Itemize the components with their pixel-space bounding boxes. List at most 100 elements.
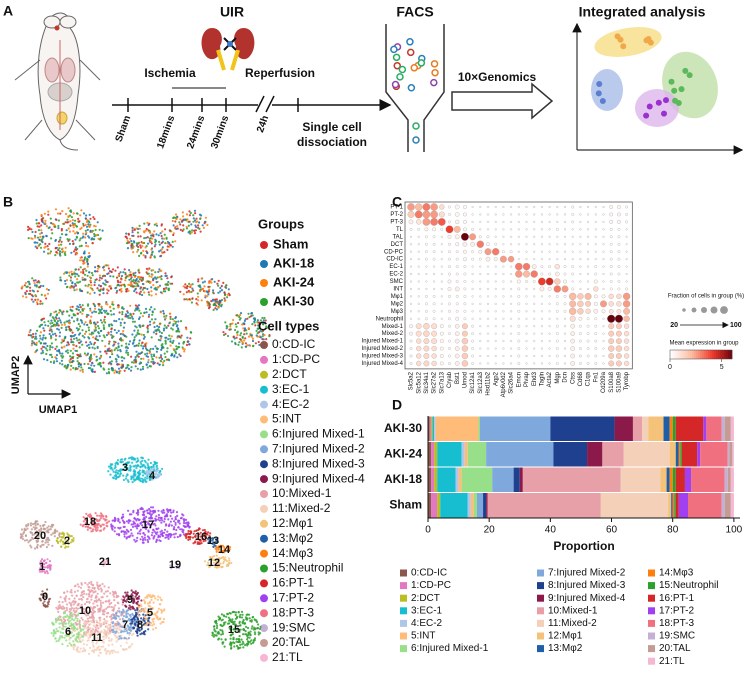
umap-point <box>153 230 155 232</box>
panel-label: D <box>392 397 402 413</box>
umap-point <box>73 313 75 315</box>
umap-point <box>142 283 144 285</box>
umap-point <box>72 332 74 334</box>
umap-point <box>35 336 37 338</box>
umap-point <box>125 613 127 615</box>
umap-point <box>143 291 145 293</box>
umap-point <box>61 363 63 365</box>
umap-point <box>46 359 48 361</box>
umap-point <box>80 319 82 321</box>
umap-point <box>124 279 126 281</box>
umap-point <box>127 247 129 249</box>
dot <box>533 236 535 238</box>
umap-point <box>89 214 91 216</box>
umap-point <box>152 510 154 512</box>
umap-point <box>123 615 125 617</box>
umap-point <box>132 457 134 459</box>
umap-point <box>249 345 251 347</box>
dot <box>503 228 505 230</box>
umap-point <box>65 595 67 597</box>
umap-point <box>259 628 261 630</box>
kidney-icon <box>202 28 255 70</box>
umap-point <box>41 239 43 241</box>
umap-point <box>142 633 144 635</box>
dot <box>418 266 420 268</box>
umap-point <box>126 316 128 318</box>
umap-point <box>111 644 113 646</box>
dot <box>485 248 492 255</box>
umap-point <box>74 220 76 222</box>
umap-point <box>60 279 62 281</box>
umap-point <box>145 474 147 476</box>
dot <box>455 212 459 216</box>
umap-point <box>67 364 69 366</box>
umap-point <box>69 608 71 610</box>
umap-point <box>69 306 71 308</box>
umap-point <box>130 616 132 618</box>
umap-point <box>113 341 115 343</box>
umap-point <box>82 619 84 621</box>
legend-label: 8:Injured Mixed-3 <box>272 456 365 470</box>
umap-point <box>147 366 149 368</box>
umap-point <box>90 599 92 601</box>
umap-point <box>137 612 139 614</box>
umap-point <box>45 342 47 344</box>
umap-point <box>88 271 90 273</box>
umap-point <box>163 328 165 330</box>
umap-point <box>128 275 130 277</box>
timeline <box>112 88 390 112</box>
umap-point <box>166 237 168 239</box>
dot <box>571 213 573 215</box>
umap-point <box>45 235 47 237</box>
legend-label: 1:CD-PC <box>272 352 320 366</box>
umap-point <box>252 642 254 644</box>
dot <box>595 214 597 216</box>
umap-point <box>87 245 89 247</box>
umap-point <box>107 290 109 292</box>
umap-point <box>138 333 140 335</box>
umap-point <box>164 353 166 355</box>
umap-point <box>75 225 77 227</box>
umap-point <box>93 588 95 590</box>
umap-point <box>164 356 166 358</box>
umap-point <box>248 614 250 616</box>
umap-point <box>192 289 194 291</box>
dot <box>618 243 620 245</box>
umap-point <box>89 218 91 220</box>
umap-point <box>125 478 127 480</box>
umap-point <box>92 238 94 240</box>
legend-label: 0:CD-IC <box>272 337 316 351</box>
umap-point <box>155 520 157 522</box>
dot <box>456 273 458 275</box>
umap-point <box>64 600 66 602</box>
umap-point <box>105 303 107 305</box>
umap-point <box>122 601 124 603</box>
umap-point <box>39 337 41 339</box>
dot <box>526 214 528 216</box>
dot <box>580 251 582 253</box>
cluster-label: 19 <box>169 559 181 571</box>
umap-point <box>219 287 221 289</box>
umap-point <box>65 623 67 625</box>
umap-point <box>214 621 216 623</box>
umap-point <box>163 512 165 514</box>
umap-point <box>202 288 204 290</box>
umap-point <box>218 303 220 305</box>
umap-point <box>225 616 227 618</box>
umap-point <box>45 297 47 299</box>
umap-point <box>100 596 102 598</box>
umap-point <box>132 617 134 619</box>
umap-point <box>107 590 109 592</box>
umap-point <box>106 273 108 275</box>
umap-point <box>251 312 253 314</box>
umap-point <box>70 209 72 211</box>
dot <box>510 228 512 230</box>
umap-point <box>116 290 118 292</box>
umap-point <box>131 243 133 245</box>
umap-point <box>51 545 53 547</box>
umap-point <box>108 371 110 373</box>
umap-point <box>172 246 174 248</box>
umap-point <box>80 617 82 619</box>
umap-point <box>61 635 63 637</box>
umap-point <box>116 332 118 334</box>
